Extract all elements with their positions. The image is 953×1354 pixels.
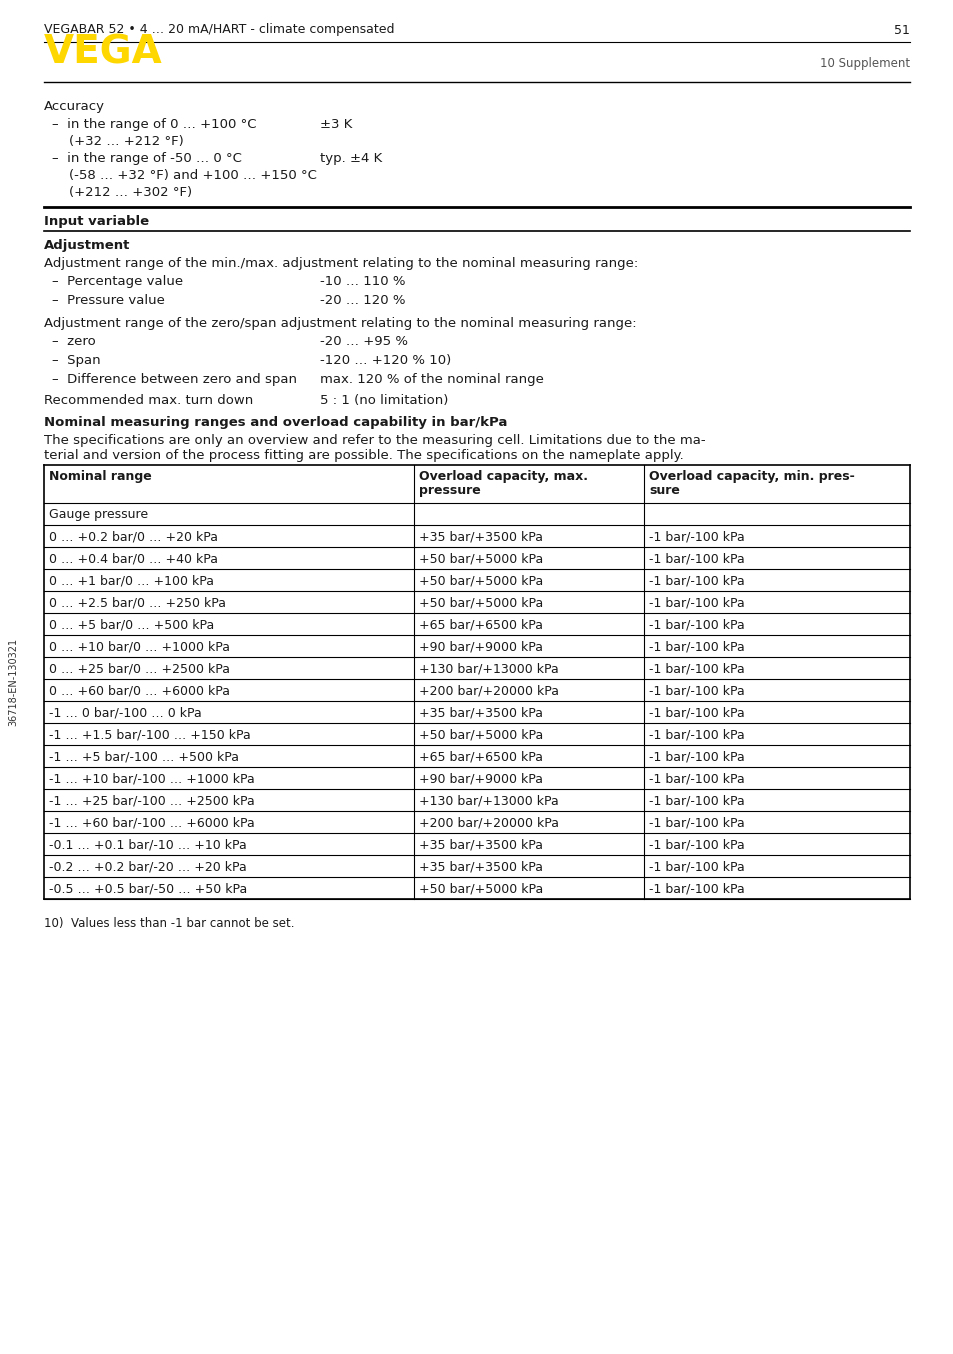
Text: -1 … +60 bar/-100 … +6000 kPa: -1 … +60 bar/-100 … +6000 kPa — [49, 816, 254, 829]
Text: -1 … +5 bar/-100 … +500 kPa: -1 … +5 bar/-100 … +500 kPa — [49, 750, 239, 764]
Text: +90 bar/+9000 kPa: +90 bar/+9000 kPa — [418, 772, 542, 785]
Text: VEGABAR 52 • 4 … 20 mA/HART - climate compensated: VEGABAR 52 • 4 … 20 mA/HART - climate co… — [44, 23, 395, 37]
Text: +200 bar/+20000 kPa: +200 bar/+20000 kPa — [418, 684, 558, 697]
Text: Nominal measuring ranges and overload capability in bar/kPa: Nominal measuring ranges and overload ca… — [44, 416, 507, 429]
Text: -1 bar/-100 kPa: -1 bar/-100 kPa — [648, 596, 744, 609]
Text: Overload capacity, min. pres-: Overload capacity, min. pres- — [648, 470, 854, 483]
Text: –  Span: – Span — [52, 353, 100, 367]
Text: 5 : 1 (no limitation): 5 : 1 (no limitation) — [319, 394, 448, 408]
Text: +65 bar/+6500 kPa: +65 bar/+6500 kPa — [418, 617, 542, 631]
Text: Recommended max. turn down: Recommended max. turn down — [44, 394, 253, 408]
Text: -1 bar/-100 kPa: -1 bar/-100 kPa — [648, 838, 744, 852]
Text: Overload capacity, max.: Overload capacity, max. — [418, 470, 587, 483]
Text: (+212 … +302 °F): (+212 … +302 °F) — [52, 185, 192, 199]
Text: -1 bar/-100 kPa: -1 bar/-100 kPa — [648, 793, 744, 807]
Text: -1 bar/-100 kPa: -1 bar/-100 kPa — [648, 705, 744, 719]
Text: +50 bar/+5000 kPa: +50 bar/+5000 kPa — [418, 728, 542, 741]
Text: +65 bar/+6500 kPa: +65 bar/+6500 kPa — [418, 750, 542, 764]
Text: -1 bar/-100 kPa: -1 bar/-100 kPa — [648, 640, 744, 653]
Text: –  in the range of -50 … 0 °C: – in the range of -50 … 0 °C — [52, 152, 242, 165]
Text: +35 bar/+3500 kPa: +35 bar/+3500 kPa — [418, 838, 542, 852]
Text: Adjustment: Adjustment — [44, 240, 131, 252]
Text: Input variable: Input variable — [44, 215, 149, 227]
Text: Adjustment range of the min./max. adjustment relating to the nominal measuring r: Adjustment range of the min./max. adjust… — [44, 257, 638, 269]
Text: -10 … 110 %: -10 … 110 % — [319, 275, 405, 288]
Text: sure: sure — [648, 483, 679, 497]
Text: +130 bar/+13000 kPa: +130 bar/+13000 kPa — [418, 793, 558, 807]
Text: 0 … +1 bar/0 … +100 kPa: 0 … +1 bar/0 … +100 kPa — [49, 574, 213, 588]
Text: -20 … 120 %: -20 … 120 % — [319, 294, 405, 307]
Text: -1 bar/-100 kPa: -1 bar/-100 kPa — [648, 662, 744, 676]
Text: (+32 … +212 °F): (+32 … +212 °F) — [52, 135, 184, 148]
Text: -120 … +120 % 10): -120 … +120 % 10) — [319, 353, 451, 367]
Text: 0 … +0.2 bar/0 … +20 kPa: 0 … +0.2 bar/0 … +20 kPa — [49, 529, 218, 543]
Text: -1 bar/-100 kPa: -1 bar/-100 kPa — [648, 684, 744, 697]
Text: +200 bar/+20000 kPa: +200 bar/+20000 kPa — [418, 816, 558, 829]
Text: –  zero: – zero — [52, 334, 95, 348]
Text: terial and version of the process fitting are possible. The specifications on th: terial and version of the process fittin… — [44, 450, 683, 462]
Text: -1 … +1.5 bar/-100 … +150 kPa: -1 … +1.5 bar/-100 … +150 kPa — [49, 728, 251, 741]
Text: -1 … +25 bar/-100 … +2500 kPa: -1 … +25 bar/-100 … +2500 kPa — [49, 793, 254, 807]
Text: (-58 … +32 °F) and +100 … +150 °C: (-58 … +32 °F) and +100 … +150 °C — [52, 169, 316, 181]
Text: -20 … +95 %: -20 … +95 % — [319, 334, 408, 348]
Text: -1 bar/-100 kPa: -1 bar/-100 kPa — [648, 552, 744, 565]
Text: +130 bar/+13000 kPa: +130 bar/+13000 kPa — [418, 662, 558, 676]
Text: max. 120 % of the nominal range: max. 120 % of the nominal range — [319, 372, 543, 386]
Text: The specifications are only an overview and refer to the measuring cell. Limitat: The specifications are only an overview … — [44, 435, 705, 447]
Text: -1 … 0 bar/-100 … 0 kPa: -1 … 0 bar/-100 … 0 kPa — [49, 705, 201, 719]
Text: -1 bar/-100 kPa: -1 bar/-100 kPa — [648, 617, 744, 631]
Text: 0 … +25 bar/0 … +2500 kPa: 0 … +25 bar/0 … +2500 kPa — [49, 662, 230, 676]
Text: -1 bar/-100 kPa: -1 bar/-100 kPa — [648, 728, 744, 741]
Text: +35 bar/+3500 kPa: +35 bar/+3500 kPa — [418, 705, 542, 719]
Text: -0.5 … +0.5 bar/-50 … +50 kPa: -0.5 … +0.5 bar/-50 … +50 kPa — [49, 881, 247, 895]
Text: VEGA: VEGA — [44, 34, 163, 72]
Text: +35 bar/+3500 kPa: +35 bar/+3500 kPa — [418, 860, 542, 873]
Text: 10 Supplement: 10 Supplement — [819, 57, 909, 70]
Text: -1 bar/-100 kPa: -1 bar/-100 kPa — [648, 860, 744, 873]
Text: –  Pressure value: – Pressure value — [52, 294, 165, 307]
Text: 0 … +5 bar/0 … +500 kPa: 0 … +5 bar/0 … +500 kPa — [49, 617, 214, 631]
Text: +50 bar/+5000 kPa: +50 bar/+5000 kPa — [418, 596, 542, 609]
Text: –  in the range of 0 … +100 °C: – in the range of 0 … +100 °C — [52, 118, 256, 131]
Text: Adjustment range of the zero/span adjustment relating to the nominal measuring r: Adjustment range of the zero/span adjust… — [44, 317, 636, 330]
Text: +50 bar/+5000 kPa: +50 bar/+5000 kPa — [418, 552, 542, 565]
Text: -1 bar/-100 kPa: -1 bar/-100 kPa — [648, 574, 744, 588]
Text: 36718-EN-130321: 36718-EN-130321 — [8, 638, 18, 726]
Text: -0.2 … +0.2 bar/-20 … +20 kPa: -0.2 … +0.2 bar/-20 … +20 kPa — [49, 860, 247, 873]
Text: 10)  Values less than -1 bar cannot be set.: 10) Values less than -1 bar cannot be se… — [44, 917, 294, 930]
Text: 51: 51 — [893, 23, 909, 37]
Text: -1 bar/-100 kPa: -1 bar/-100 kPa — [648, 881, 744, 895]
Text: 0 … +60 bar/0 … +6000 kPa: 0 … +60 bar/0 … +6000 kPa — [49, 684, 230, 697]
Text: Nominal range: Nominal range — [49, 470, 152, 483]
Text: –  Difference between zero and span: – Difference between zero and span — [52, 372, 296, 386]
Text: 0 … +2.5 bar/0 … +250 kPa: 0 … +2.5 bar/0 … +250 kPa — [49, 596, 226, 609]
Text: -1 … +10 bar/-100 … +1000 kPa: -1 … +10 bar/-100 … +1000 kPa — [49, 772, 254, 785]
Text: +50 bar/+5000 kPa: +50 bar/+5000 kPa — [418, 574, 542, 588]
Text: -1 bar/-100 kPa: -1 bar/-100 kPa — [648, 750, 744, 764]
Text: typ. ±4 K: typ. ±4 K — [319, 152, 382, 165]
Text: ±3 K: ±3 K — [319, 118, 352, 131]
Text: 0 … +0.4 bar/0 … +40 kPa: 0 … +0.4 bar/0 … +40 kPa — [49, 552, 218, 565]
Text: –  Percentage value: – Percentage value — [52, 275, 183, 288]
Text: Accuracy: Accuracy — [44, 100, 105, 112]
Text: -1 bar/-100 kPa: -1 bar/-100 kPa — [648, 529, 744, 543]
Text: +90 bar/+9000 kPa: +90 bar/+9000 kPa — [418, 640, 542, 653]
Text: +35 bar/+3500 kPa: +35 bar/+3500 kPa — [418, 529, 542, 543]
Text: 0 … +10 bar/0 … +1000 kPa: 0 … +10 bar/0 … +1000 kPa — [49, 640, 230, 653]
Text: Gauge pressure: Gauge pressure — [49, 508, 148, 521]
Text: -1 bar/-100 kPa: -1 bar/-100 kPa — [648, 816, 744, 829]
Text: pressure: pressure — [418, 483, 480, 497]
Text: +50 bar/+5000 kPa: +50 bar/+5000 kPa — [418, 881, 542, 895]
Text: -0.1 … +0.1 bar/-10 … +10 kPa: -0.1 … +0.1 bar/-10 … +10 kPa — [49, 838, 247, 852]
Text: -1 bar/-100 kPa: -1 bar/-100 kPa — [648, 772, 744, 785]
